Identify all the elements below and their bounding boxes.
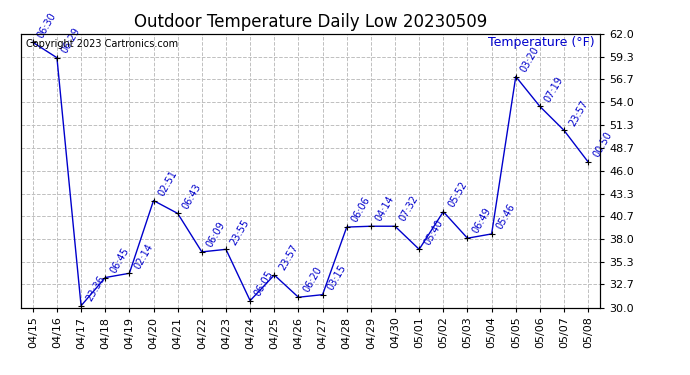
Text: 03:15: 03:15 [326,263,348,292]
Text: 23:55: 23:55 [229,217,251,246]
Title: Outdoor Temperature Daily Low 20230509: Outdoor Temperature Daily Low 20230509 [134,13,487,31]
Text: 07:19: 07:19 [543,75,565,104]
Text: 23:36: 23:36 [84,274,106,303]
Text: Copyright 2023 Cartronics.com: Copyright 2023 Cartronics.com [26,39,179,49]
Text: 06:06: 06:06 [350,195,372,224]
Text: 06:20: 06:20 [302,266,324,294]
Text: 23:57: 23:57 [277,243,299,272]
Text: 05:46: 05:46 [495,202,517,231]
Text: 06:30: 06:30 [36,10,58,39]
Text: 06:49: 06:49 [471,206,493,236]
Text: Temperature (°F): Temperature (°F) [488,36,595,50]
Text: 05:52: 05:52 [446,180,469,209]
Text: 06:43: 06:43 [181,182,203,211]
Text: 02:51: 02:51 [157,168,179,198]
Text: 06:29: 06:29 [60,26,82,55]
Text: 04:14: 04:14 [374,194,396,224]
Text: 05:40: 05:40 [422,217,444,246]
Text: 07:32: 07:32 [398,194,420,224]
Text: 03:20: 03:20 [519,45,541,74]
Text: 23:57: 23:57 [567,98,589,128]
Text: 06:45: 06:45 [108,246,130,275]
Text: 00:50: 00:50 [591,130,613,159]
Text: 06:09: 06:09 [205,220,227,249]
Text: 02:14: 02:14 [132,242,155,270]
Text: 06:05: 06:05 [253,269,275,298]
